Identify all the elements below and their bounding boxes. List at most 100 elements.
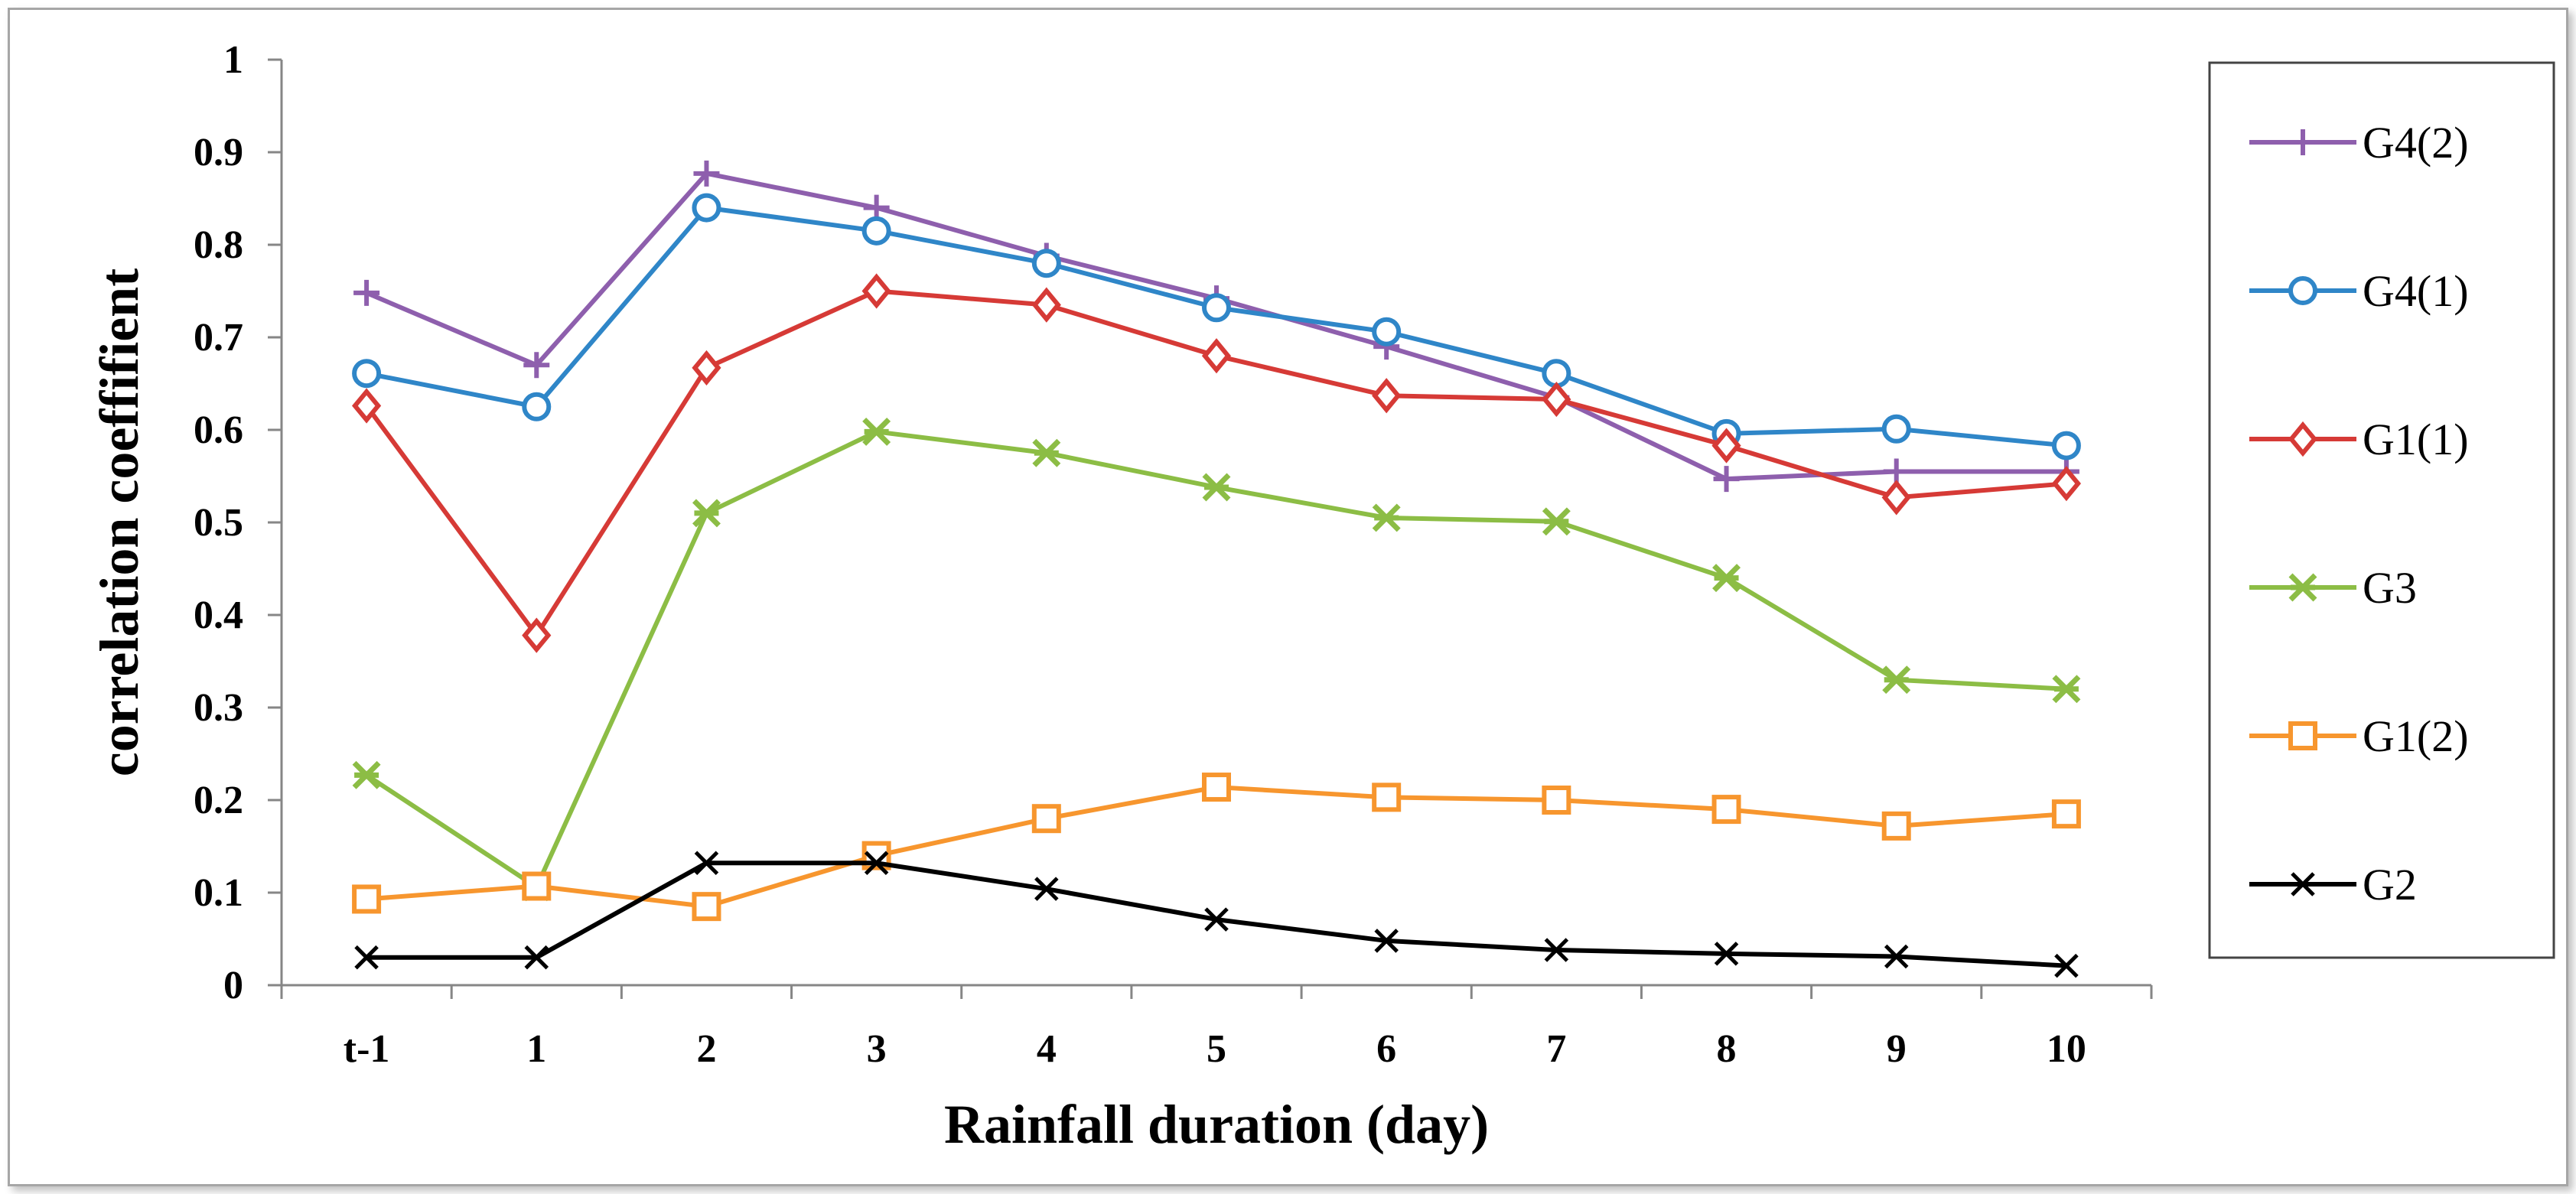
series-G2: [354, 851, 2079, 978]
y-tick-label: 1: [223, 38, 243, 82]
legend-item: G3: [2249, 563, 2417, 613]
y-tick-label: 0.2: [194, 779, 243, 822]
data-point: [692, 499, 721, 528]
data-point: [861, 273, 891, 309]
y-axis-title: correlation coeffifient: [89, 268, 150, 776]
legend-item: G4(2): [2249, 118, 2469, 168]
data-point: [1202, 473, 1231, 502]
chart-frame: [8, 8, 2568, 1186]
data-point: [1881, 414, 1911, 444]
y-tick-label: 0.7: [194, 316, 243, 360]
data-point: [1714, 942, 1739, 966]
x-tick-label: t-1: [344, 1027, 390, 1071]
y-tick-label: 0.9: [194, 131, 243, 174]
data-point: [1881, 811, 1911, 841]
axes: [280, 60, 2151, 987]
data-point: [1374, 929, 1399, 953]
data-point: [524, 945, 549, 970]
x-tick-label: 2: [696, 1027, 716, 1071]
data-point: [1204, 907, 1229, 932]
data-point: [1201, 338, 1232, 374]
data-point: [1202, 773, 1231, 802]
data-point: [2051, 799, 2081, 829]
legend-box: [2208, 61, 2555, 959]
data-point: [2291, 872, 2315, 896]
y-tick-label: 0.5: [194, 501, 243, 545]
x-axis-title: Rainfall duration (day): [944, 1094, 1489, 1155]
data-point: [523, 352, 550, 379]
series-G4(2): [353, 160, 2079, 493]
data-point: [1202, 293, 1231, 323]
legend-label: G4(2): [2363, 118, 2469, 168]
data-point: [2051, 466, 2082, 502]
data-point: [352, 359, 382, 389]
data-point: [1372, 317, 1402, 346]
data-point: [861, 216, 891, 246]
data-point: [864, 851, 889, 876]
series: [351, 160, 2082, 978]
series-G1(2): [352, 773, 2081, 922]
legend-item: G4(1): [2249, 266, 2469, 316]
legend-label: G1(1): [2363, 415, 2469, 464]
y-tick-label: 0.4: [194, 594, 243, 637]
data-point: [354, 945, 379, 970]
data-point: [2288, 573, 2317, 602]
y-ticks: 0 0.1 0.2 0.3 0.4 0.5 0.6 0.7 0.8 0.9 1: [194, 38, 282, 1007]
data-point: [2288, 421, 2318, 457]
series-G1(1): [351, 273, 2082, 653]
data-point: [1542, 507, 1571, 536]
data-point: [522, 617, 552, 653]
data-point: [1881, 480, 1911, 516]
y-tick-label: 0.8: [194, 223, 243, 267]
x-tick-label: 8: [1717, 1027, 1737, 1071]
data-point: [692, 350, 721, 386]
series-line: [366, 205, 2067, 448]
data-point: [692, 193, 721, 223]
data-point: [1884, 944, 1909, 969]
data-point: [1882, 665, 1911, 695]
series-G3: [352, 417, 2081, 902]
legend-items: G4(2) G4(1) G1(1) G3 G1(2) G2: [2249, 118, 2469, 909]
x-tick-label: 4: [1037, 1027, 1057, 1071]
legend-item: G1(2): [2249, 711, 2469, 761]
data-point: [693, 160, 720, 187]
x-tick-label: 5: [1207, 1027, 1226, 1071]
data-point: [1711, 795, 1741, 825]
legend-label: G3: [2363, 563, 2417, 613]
data-point: [2290, 129, 2316, 155]
data-point: [1031, 287, 1061, 323]
legend-label: G4(1): [2363, 266, 2469, 316]
data-point: [522, 871, 552, 901]
x-ticks: t-1 1 2 3 4 5 6 7 8 9 10: [280, 985, 2153, 1071]
series-line: [366, 785, 2067, 909]
data-point: [1542, 786, 1571, 815]
legend-item: G1(1): [2249, 415, 2469, 464]
data-point: [694, 851, 719, 876]
series-line: [366, 861, 2067, 968]
data-point: [1034, 877, 1059, 901]
legend: G4(2) G4(1) G1(1) G3 G1(2) G2: [2208, 61, 2555, 959]
legend-label: G1(2): [2363, 711, 2469, 761]
data-point: [692, 892, 721, 922]
y-tick-label: 0: [223, 964, 243, 1007]
y-tick-label: 0.1: [194, 871, 243, 915]
legend-label: G2: [2363, 860, 2417, 909]
legend-item: G2: [2249, 860, 2417, 909]
data-point: [352, 760, 381, 789]
data-point: [1032, 438, 1061, 467]
data-point: [2054, 953, 2079, 978]
data-point: [1372, 378, 1402, 414]
data-point: [353, 279, 380, 306]
x-tick-label: 7: [1546, 1027, 1566, 1071]
data-point: [1544, 938, 1569, 962]
data-point: [2051, 431, 2081, 460]
data-point: [1372, 782, 1402, 812]
data-point: [352, 884, 382, 914]
data-point: [1713, 466, 1740, 493]
x-tick-label: 1: [526, 1027, 546, 1071]
data-point: [862, 417, 891, 446]
series-G4(1): [352, 193, 2081, 460]
data-point: [1372, 503, 1401, 532]
data-point: [1031, 804, 1061, 834]
